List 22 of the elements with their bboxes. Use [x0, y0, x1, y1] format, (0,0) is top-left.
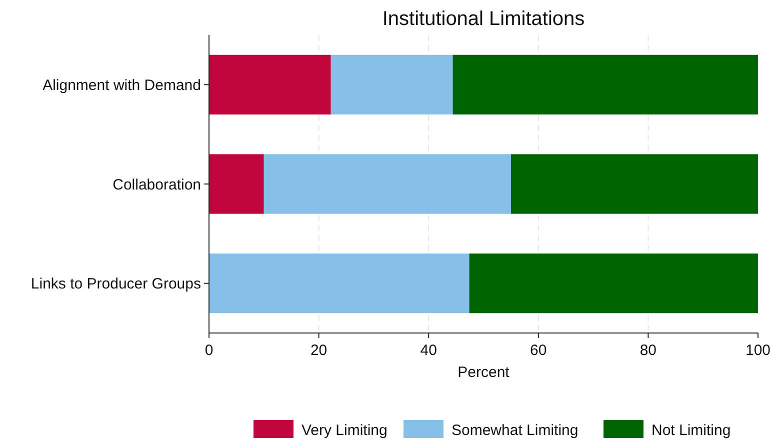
- chart-title: Institutional Limitations: [382, 8, 585, 30]
- x-tick-label: 80: [640, 342, 657, 359]
- legend-label: Somewhat Limiting: [452, 422, 578, 439]
- legend-label: Very Limiting: [302, 422, 388, 439]
- y-tick-label: Collaboration: [112, 176, 201, 194]
- bar: [510, 154, 758, 214]
- x-tick-label: 40: [420, 342, 437, 359]
- bar: [469, 254, 758, 314]
- x-tick-label: 0: [204, 342, 214, 359]
- bar: [330, 54, 453, 114]
- x-tick-label: 20: [310, 342, 328, 359]
- legend-label: Not Limiting: [652, 422, 731, 439]
- bar: [209, 154, 264, 214]
- bar: [264, 154, 511, 214]
- bar: [452, 54, 758, 114]
- bar: [209, 254, 470, 314]
- x-tick-label: 60: [530, 342, 547, 359]
- y-tick-label: Links to Producer Groups: [30, 276, 201, 293]
- y-tick-label: Alignment with Demand: [42, 76, 201, 94]
- x-tick-label: 100: [745, 342, 771, 359]
- bar: [209, 54, 331, 114]
- x-axis-title: Percent: [458, 364, 510, 381]
